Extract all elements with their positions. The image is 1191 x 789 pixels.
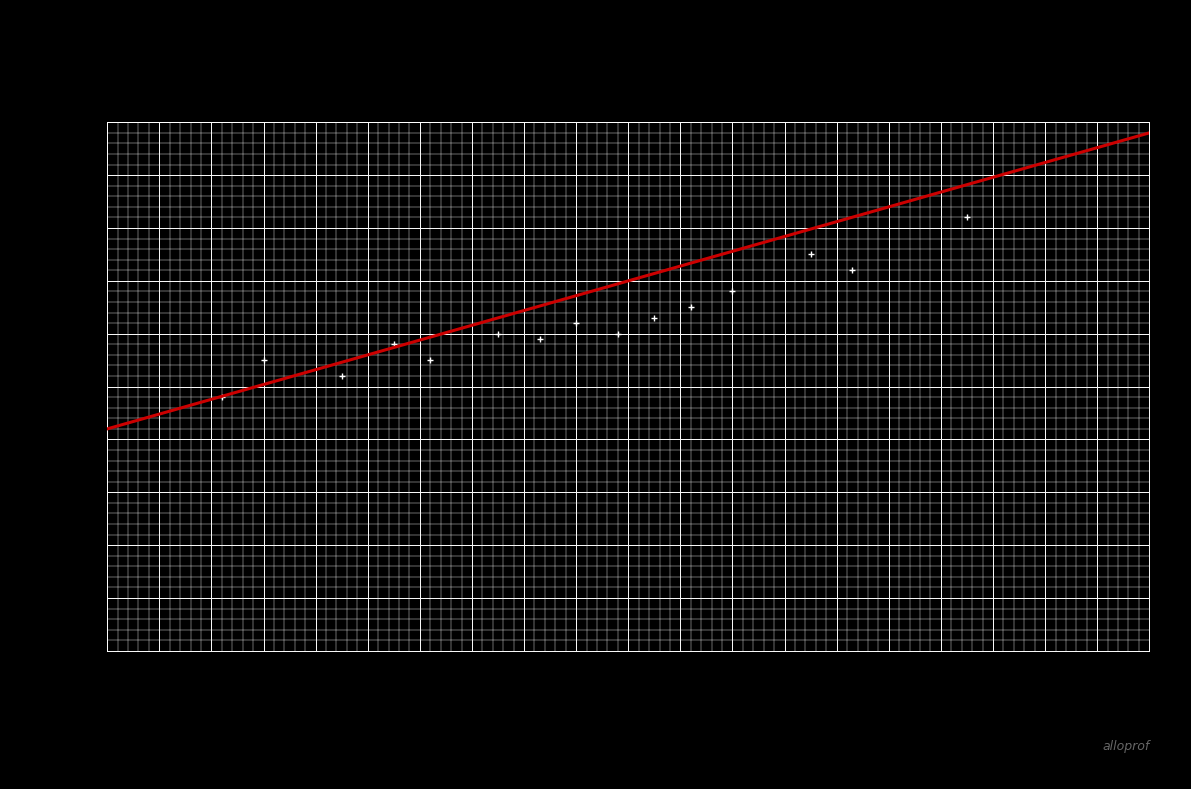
Point bbox=[609, 327, 628, 340]
Point bbox=[385, 338, 404, 350]
Point bbox=[254, 353, 273, 366]
Text: alloprof: alloprof bbox=[1102, 741, 1149, 753]
Point bbox=[723, 285, 742, 297]
Point bbox=[681, 301, 700, 314]
Point bbox=[567, 317, 586, 330]
Point bbox=[644, 312, 663, 324]
Point bbox=[332, 370, 351, 383]
Point bbox=[488, 327, 507, 340]
Point bbox=[843, 264, 862, 277]
Point bbox=[420, 353, 439, 366]
Point bbox=[958, 211, 977, 224]
Point bbox=[530, 333, 549, 346]
Point bbox=[802, 248, 821, 260]
Point bbox=[212, 391, 231, 403]
